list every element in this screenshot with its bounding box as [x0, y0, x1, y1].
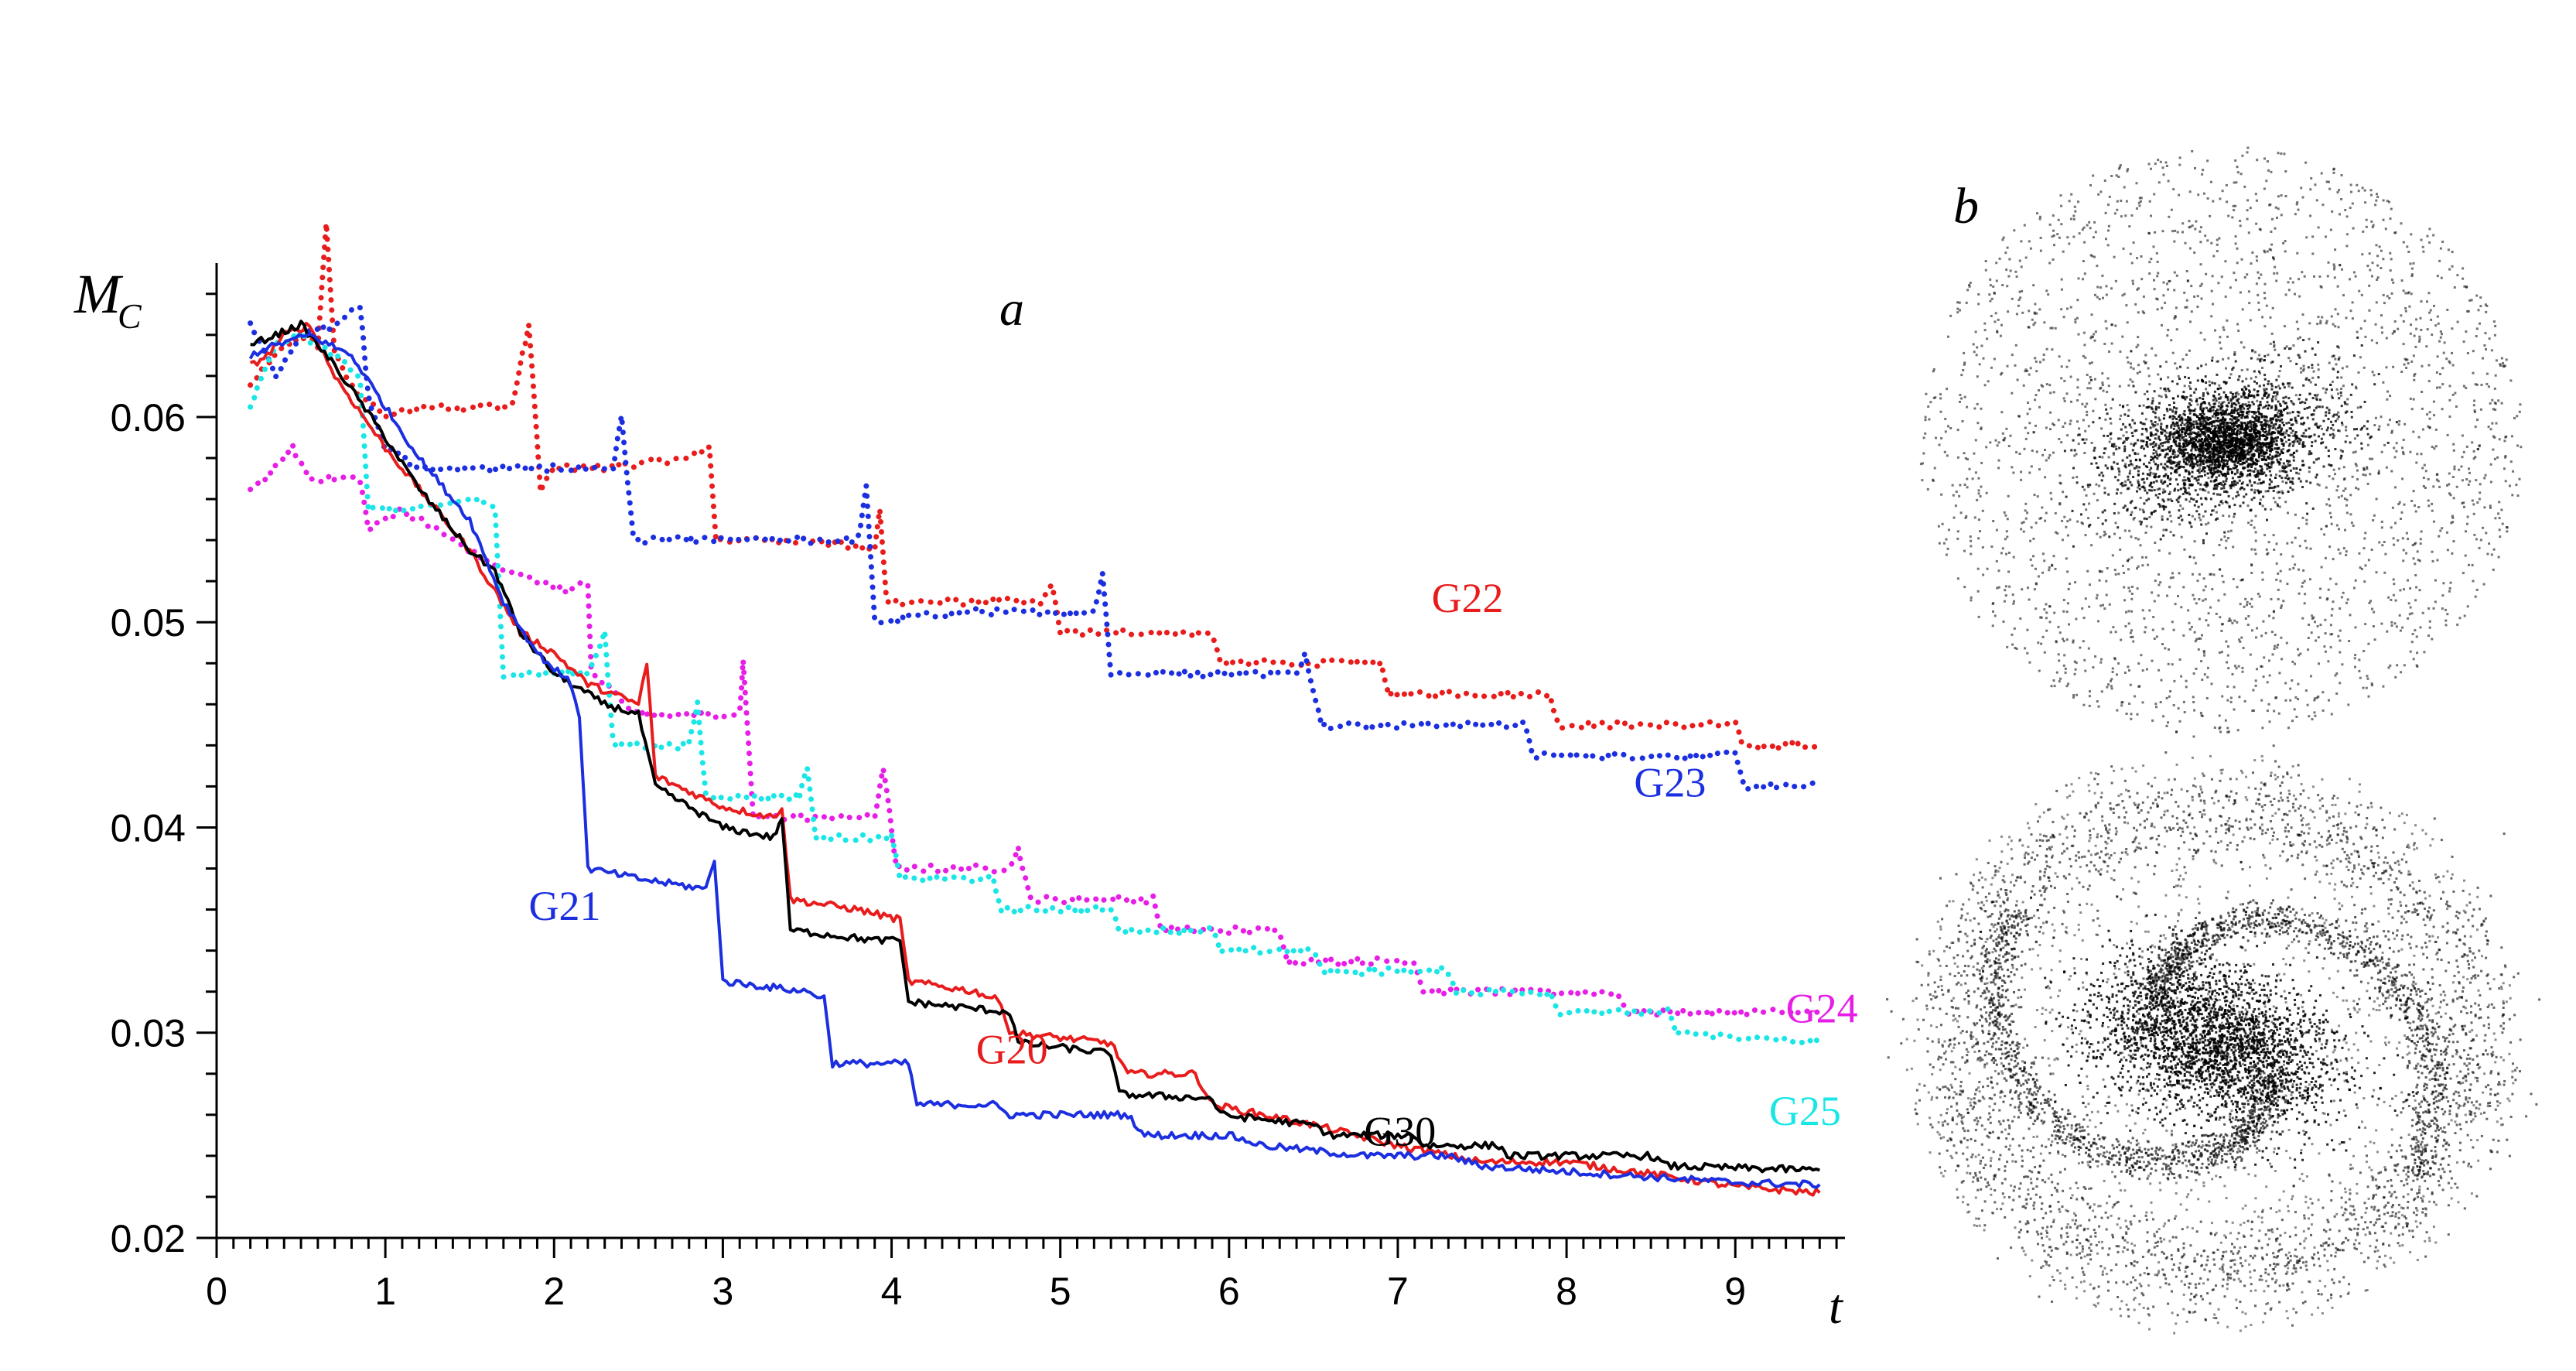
panel-b-snapshots: b	[1886, 146, 2541, 1335]
series-line-g20	[249, 321, 1821, 1197]
x-tick-label: 6	[1218, 1270, 1240, 1313]
panel-label-b: b	[1953, 178, 1979, 234]
y-tick-label: 0.05	[111, 601, 186, 644]
galaxy-snapshot-top	[1919, 146, 2523, 738]
x-tick-label: 8	[1556, 1270, 1577, 1313]
series-label-g25: G25	[1769, 1088, 1841, 1134]
series-line-g25	[248, 328, 1823, 1047]
chart-axes	[215, 263, 1845, 1239]
x-tick-label: 3	[712, 1270, 733, 1313]
x-axis-label: t	[1829, 1279, 1844, 1334]
y-axis-label: M	[73, 263, 124, 325]
panel-a-line-chart: 0 1 2 3 4 5 6 7 8 9 0.02 0.03 0.04 0.05 0.06 G22 G23 G24…	[73, 220, 1858, 1334]
y-tick-label: 0.06	[111, 396, 186, 439]
x-tick-label: 0	[206, 1270, 227, 1313]
series-label-g24: G24	[1786, 985, 1858, 1031]
x-tick-label: 7	[1387, 1270, 1409, 1313]
x-tick-label: 9	[1724, 1270, 1746, 1313]
chart-labels-layer: G22 G23 G24 G25 G20 G30 G21	[529, 575, 1858, 1155]
y-tick-label: 0.02	[111, 1217, 186, 1260]
x-tick-label: 1	[374, 1270, 396, 1313]
series-line-g22	[248, 220, 1823, 752]
series-label-g22: G22	[1432, 575, 1504, 621]
series-label-g30: G30	[1364, 1109, 1436, 1155]
panel-label-a: a	[999, 281, 1024, 336]
series-label-g21: G21	[529, 883, 601, 929]
chart-series-layer	[248, 220, 1823, 1197]
chart-ticks: 0 1 2 3 4 5 6 7 8 9 0.02 0.03 0.04 0.05 0.06	[111, 292, 1838, 1313]
series-line-g21	[248, 332, 1821, 1189]
y-axis-label-subscript: C	[118, 296, 142, 336]
galaxy-snapshot-bottom	[1886, 744, 2541, 1335]
y-tick-label: 0.03	[111, 1012, 186, 1055]
series-label-g23: G23	[1634, 760, 1706, 806]
series-label-g20: G20	[976, 1027, 1048, 1073]
series-line-g23	[248, 303, 1823, 793]
x-tick-label: 4	[881, 1270, 903, 1313]
series-line-g24	[248, 442, 1823, 1019]
y-tick-label: 0.04	[111, 806, 186, 850]
x-tick-label: 2	[543, 1270, 565, 1313]
series-line-g30	[250, 320, 1820, 1174]
x-tick-label: 5	[1050, 1270, 1071, 1313]
